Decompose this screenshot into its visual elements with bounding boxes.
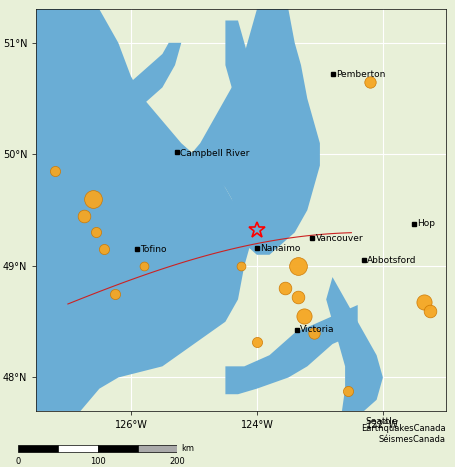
Point bbox=[238, 262, 245, 269]
Point bbox=[101, 246, 108, 253]
Text: EarthquakesCanada
SéismesCanada: EarthquakesCanada SéismesCanada bbox=[361, 424, 446, 444]
Text: 100: 100 bbox=[90, 457, 106, 466]
Text: Seattle: Seattle bbox=[365, 417, 398, 425]
Point bbox=[52, 167, 59, 175]
Point bbox=[140, 262, 147, 269]
Polygon shape bbox=[225, 305, 358, 394]
Point bbox=[344, 387, 352, 395]
Point bbox=[93, 229, 100, 236]
Bar bbox=[58, 445, 98, 452]
Text: Tofino: Tofino bbox=[140, 245, 167, 254]
Text: Vancouver: Vancouver bbox=[315, 234, 363, 242]
Bar bbox=[18, 445, 58, 452]
Point bbox=[253, 338, 261, 346]
Text: 0: 0 bbox=[15, 457, 21, 466]
Point bbox=[300, 312, 308, 320]
Text: 200: 200 bbox=[170, 457, 185, 466]
Text: Pemberton: Pemberton bbox=[336, 70, 385, 78]
Polygon shape bbox=[225, 21, 269, 177]
Bar bbox=[98, 445, 137, 452]
Text: Victoria: Victoria bbox=[300, 325, 334, 334]
Point bbox=[111, 290, 119, 297]
Text: km: km bbox=[182, 444, 194, 453]
Point bbox=[90, 195, 97, 203]
Polygon shape bbox=[181, 9, 320, 255]
Text: Campbell River: Campbell River bbox=[180, 149, 249, 158]
Polygon shape bbox=[326, 277, 383, 411]
Text: Nanaimo: Nanaimo bbox=[260, 244, 300, 253]
Point bbox=[294, 293, 302, 301]
Point bbox=[426, 307, 434, 314]
Point bbox=[367, 78, 374, 85]
Point bbox=[420, 298, 428, 305]
Polygon shape bbox=[36, 9, 251, 411]
Point bbox=[310, 329, 317, 337]
Bar bbox=[137, 445, 177, 452]
Point bbox=[294, 262, 302, 269]
Point bbox=[282, 284, 289, 292]
Point bbox=[80, 212, 87, 219]
Text: Abbotsford: Abbotsford bbox=[367, 256, 417, 265]
Polygon shape bbox=[99, 43, 181, 132]
Text: Hop: Hop bbox=[418, 219, 435, 228]
